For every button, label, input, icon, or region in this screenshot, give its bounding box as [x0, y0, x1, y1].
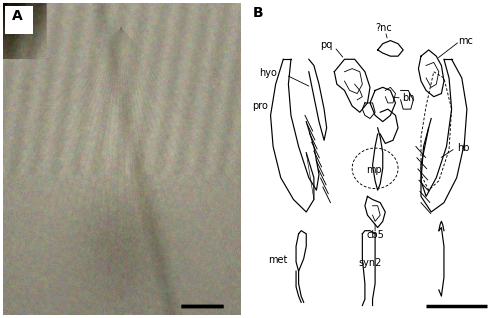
Text: A: A: [12, 9, 23, 23]
Text: B: B: [252, 6, 264, 20]
Text: mp: mp: [366, 165, 382, 175]
Text: hb: hb: [456, 143, 469, 153]
Text: met: met: [268, 255, 288, 265]
Text: hyo: hyo: [259, 68, 277, 78]
FancyBboxPatch shape: [5, 6, 34, 34]
Text: cb5: cb5: [366, 230, 384, 240]
Text: ?nc: ?nc: [376, 23, 392, 33]
Text: pq: pq: [320, 40, 333, 50]
Text: mc: mc: [458, 36, 473, 45]
Text: syn2: syn2: [358, 259, 382, 268]
Text: pro: pro: [252, 101, 268, 111]
Text: bh: bh: [402, 93, 414, 103]
